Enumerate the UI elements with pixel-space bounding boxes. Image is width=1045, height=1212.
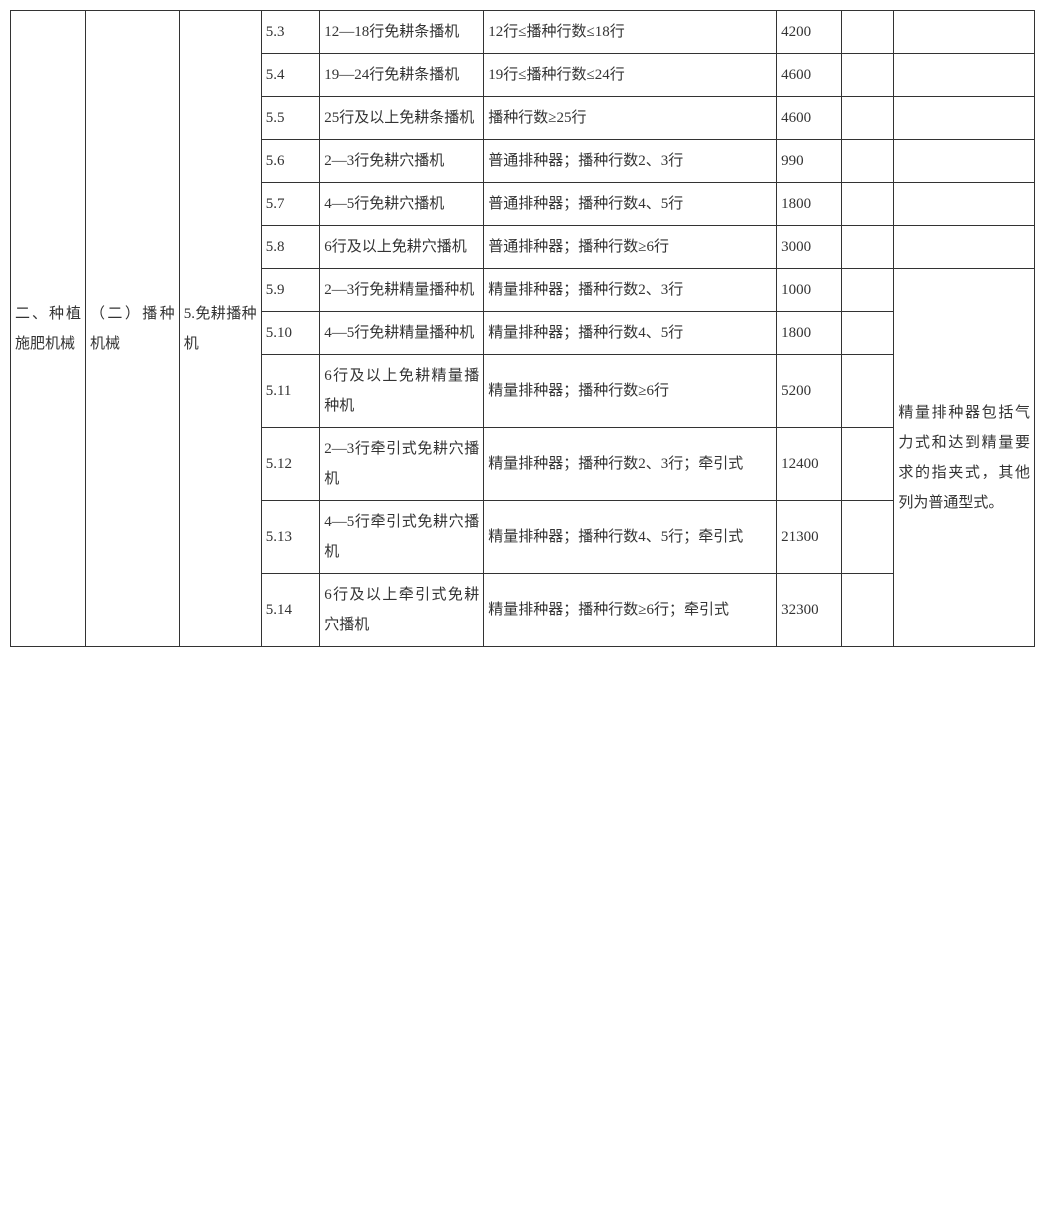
row-spec: 精量排种器；播种行数≥6行: [484, 355, 777, 428]
row-spec: 12行≤播种行数≤18行: [484, 11, 777, 54]
row-index: 5.3: [261, 11, 320, 54]
row-blank: [841, 269, 894, 312]
row-blank: [841, 501, 894, 574]
row-blank: [841, 183, 894, 226]
row-index: 5.10: [261, 312, 320, 355]
row-blank: [841, 574, 894, 647]
row-blank: [841, 428, 894, 501]
row-value: 1000: [777, 269, 841, 312]
row-spec: 精量排种器；播种行数≥6行；牵引式: [484, 574, 777, 647]
row-note: [894, 226, 1035, 269]
row-index: 5.13: [261, 501, 320, 574]
row-note: [894, 97, 1035, 140]
row-value: 21300: [777, 501, 841, 574]
row-spec: 普通排种器；播种行数≥6行: [484, 226, 777, 269]
row-name: 4—5行牵引式免耕穴播机: [320, 501, 484, 574]
row-value: 5200: [777, 355, 841, 428]
row-name: 4—5行免耕精量播种机: [320, 312, 484, 355]
row-index: 5.5: [261, 97, 320, 140]
row-blank: [841, 140, 894, 183]
row-spec: 播种行数≥25行: [484, 97, 777, 140]
row-name: 4—5行免耕穴播机: [320, 183, 484, 226]
row-spec: 普通排种器；播种行数2、3行: [484, 140, 777, 183]
row-spec: 普通排种器；播种行数4、5行: [484, 183, 777, 226]
table-row: 二、种植施肥机械（二）播种机械5.免耕播种机5.312—18行免耕条播机12行≤…: [11, 11, 1035, 54]
category-level1: 二、种植施肥机械: [11, 11, 86, 647]
row-index: 5.8: [261, 226, 320, 269]
row-note: [894, 54, 1035, 97]
row-index: 5.7: [261, 183, 320, 226]
row-blank: [841, 54, 894, 97]
row-value: 1800: [777, 312, 841, 355]
row-index: 5.9: [261, 269, 320, 312]
row-blank: [841, 11, 894, 54]
category-level2: （二）播种机械: [85, 11, 179, 647]
row-blank: [841, 226, 894, 269]
row-value: 32300: [777, 574, 841, 647]
row-blank: [841, 355, 894, 428]
row-note: [894, 11, 1035, 54]
row-blank: [841, 97, 894, 140]
row-note: 精量排种器包括气力式和达到精量要求的指夹式，其他列为普通型式。: [894, 269, 1035, 647]
row-index: 5.14: [261, 574, 320, 647]
row-index: 5.4: [261, 54, 320, 97]
row-name: 6行及以上免耕精量播种机: [320, 355, 484, 428]
row-value: 3000: [777, 226, 841, 269]
row-spec: 精量排种器；播种行数2、3行；牵引式: [484, 428, 777, 501]
row-name: 12—18行免耕条播机: [320, 11, 484, 54]
row-spec: 精量排种器；播种行数4、5行；牵引式: [484, 501, 777, 574]
subsidy-table: 二、种植施肥机械（二）播种机械5.免耕播种机5.312—18行免耕条播机12行≤…: [10, 10, 1035, 647]
row-name: 25行及以上免耕条播机: [320, 97, 484, 140]
row-index: 5.6: [261, 140, 320, 183]
row-name: 2—3行免耕穴播机: [320, 140, 484, 183]
row-spec: 19行≤播种行数≤24行: [484, 54, 777, 97]
row-spec: 精量排种器；播种行数2、3行: [484, 269, 777, 312]
row-name: 2—3行免耕精量播种机: [320, 269, 484, 312]
row-note: [894, 183, 1035, 226]
row-name: 2—3行牵引式免耕穴播机: [320, 428, 484, 501]
row-name: 19—24行免耕条播机: [320, 54, 484, 97]
row-value: 990: [777, 140, 841, 183]
row-blank: [841, 312, 894, 355]
row-value: 12400: [777, 428, 841, 501]
row-index: 5.12: [261, 428, 320, 501]
row-index: 5.11: [261, 355, 320, 428]
category-level3: 5.免耕播种机: [179, 11, 261, 647]
row-note: [894, 140, 1035, 183]
row-value: 4200: [777, 11, 841, 54]
row-value: 4600: [777, 54, 841, 97]
row-spec: 精量排种器；播种行数4、5行: [484, 312, 777, 355]
row-value: 1800: [777, 183, 841, 226]
row-name: 6行及以上免耕穴播机: [320, 226, 484, 269]
row-value: 4600: [777, 97, 841, 140]
row-name: 6行及以上牵引式免耕穴播机: [320, 574, 484, 647]
